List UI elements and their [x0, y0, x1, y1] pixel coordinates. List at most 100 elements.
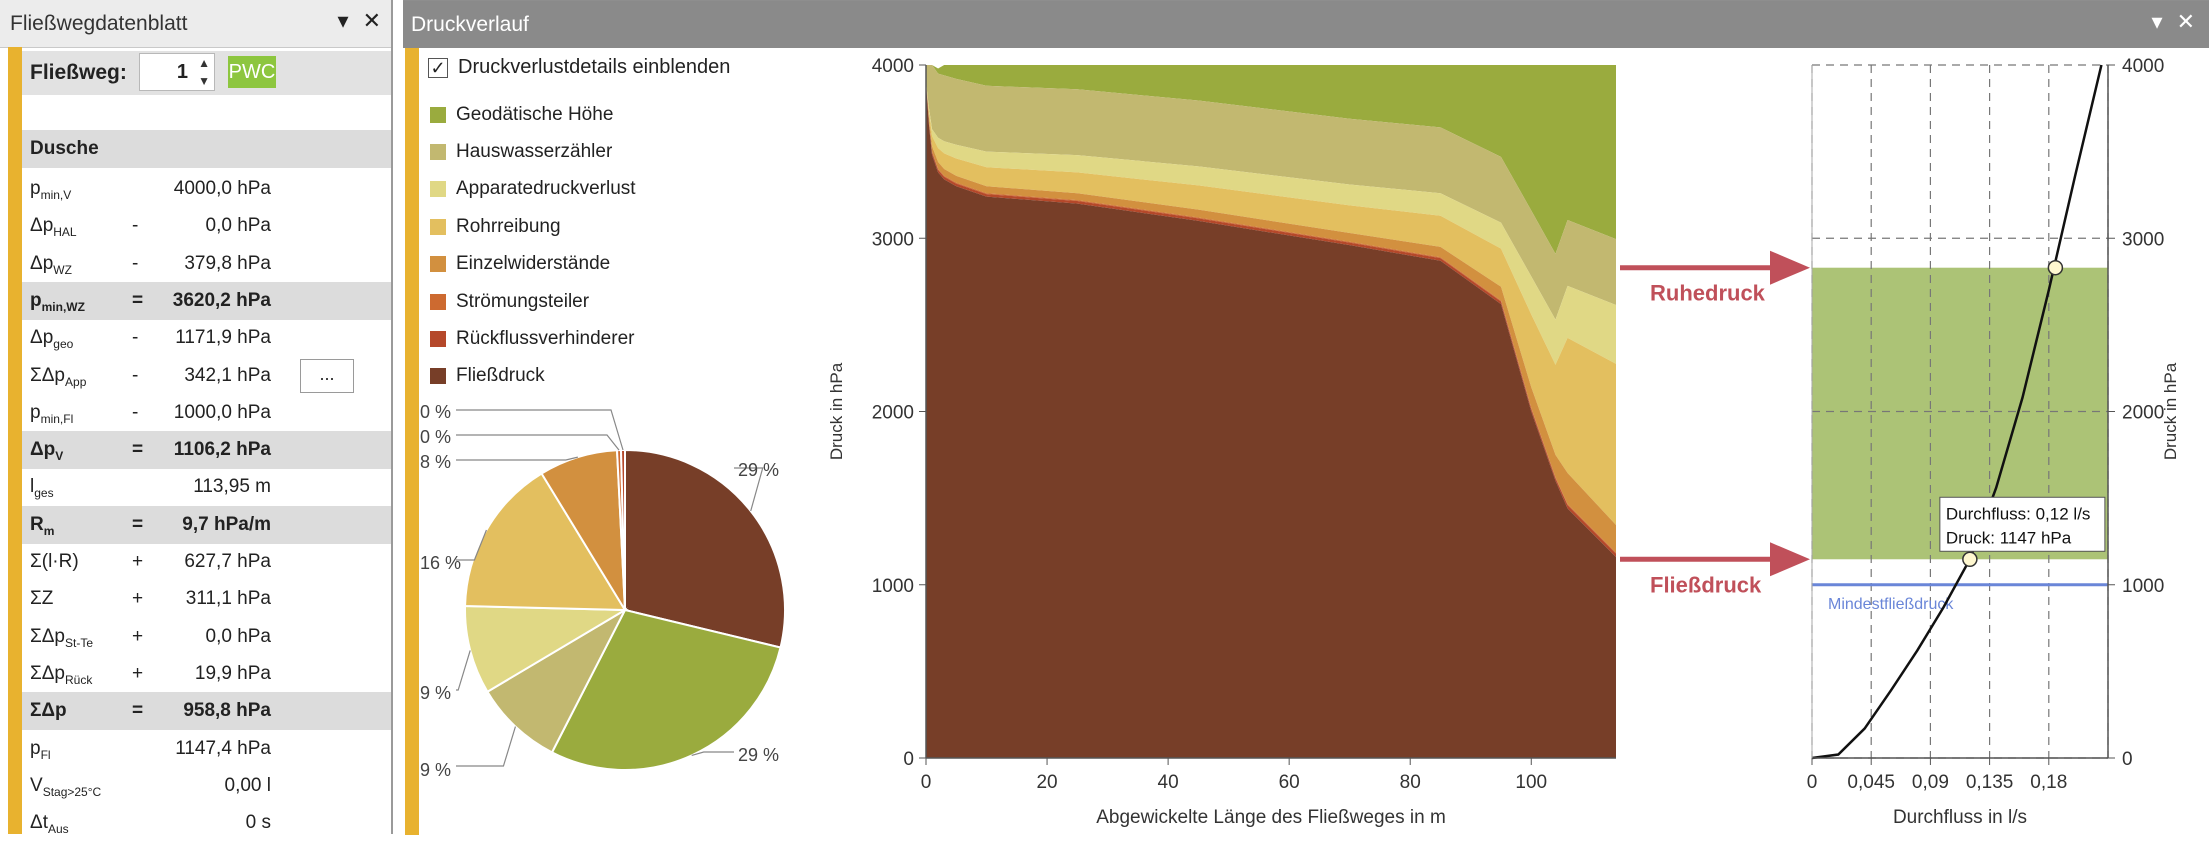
pie-leader-line [456, 726, 517, 767]
row-symbol-subscript: V [55, 448, 64, 463]
y-tick-label: 1000 [2122, 576, 2164, 597]
row-symbol: ΔpWZ [30, 252, 72, 277]
row-operator: - [132, 364, 139, 386]
row-symbol: ΣΔp [30, 700, 67, 722]
x-tick-label: 0,135 [1966, 772, 2014, 793]
row-value: 0,0 hPa [205, 215, 272, 237]
area-series-rohrreibung[interactable] [926, 82, 1616, 525]
legend-label: Apparatedruckverlust [456, 178, 636, 200]
datasheet-row: ΣΔpRück +19,9 hPa [22, 655, 391, 693]
row-symbol: ΔtAus [30, 812, 69, 836]
legend-item: Einzelwiderstände [430, 246, 636, 283]
area-series-geodätische-höhe[interactable] [926, 65, 1616, 254]
flow-path-stepper[interactable]: 1 ▲ ▼ [139, 53, 215, 91]
stepper-up-icon[interactable]: ▲ [198, 56, 210, 70]
area-series-apparatedruckverlust[interactable] [926, 82, 1616, 365]
triangle-down-icon[interactable]: ▾ [2151, 9, 2163, 34]
row-value: 3620,2 hPa [172, 289, 271, 311]
row-symbol: ΔpV [30, 439, 64, 463]
row-symbol: pFl [30, 737, 51, 762]
flow-path-datasheet-panel: Fließwegdatenblatt ▾ ✕ Fließweg: 1 ▲ ▼ P… [0, 0, 393, 836]
accent-bar [8, 47, 22, 834]
row-value: 113,95 m [193, 476, 271, 498]
tooltip-box [1939, 496, 2106, 552]
datasheet-row: VStag>25°C 0,00 l [22, 767, 391, 805]
y-tick-label: 3000 [2122, 229, 2164, 250]
row-value: 379,8 hPa [184, 252, 271, 274]
x-axis-label: Abgewickelte Länge des Fließweges in m [1096, 807, 1446, 828]
datasheet-row: Σ(l·R) +627,7 hPa [22, 543, 391, 581]
row-value: 1171,9 hPa [175, 327, 271, 349]
row-operator: = [132, 700, 144, 722]
row-value: 0 s [245, 812, 271, 834]
datasheet-row: pmin,V 4000,0 hPa [22, 170, 391, 208]
row-operator: - [132, 327, 139, 349]
operating-point[interactable] [2047, 259, 2064, 276]
datasheet-row: ΔpWZ - 379,8 hPa [22, 245, 391, 283]
legend-label: Strömungsteiler [456, 290, 590, 312]
legend-label: Rohrreibung [456, 215, 561, 237]
row-value: 342,1 hPa [184, 364, 271, 386]
panel-title: Druckverlauf [411, 12, 529, 36]
row-symbol: ΣZ [30, 588, 54, 610]
row-symbol-subscript: min,Fl [40, 411, 74, 426]
row-symbol: VStag>25°C [30, 774, 102, 799]
row-value: 9,7 hPa/m [182, 513, 271, 535]
stepper-down-icon[interactable]: ▼ [198, 74, 210, 88]
operating-point[interactable] [1962, 551, 1978, 568]
area-series-fließdruck[interactable] [926, 82, 1616, 758]
row-symbol-subscript: WZ [53, 262, 72, 277]
close-icon[interactable]: ✕ [362, 8, 381, 33]
triangle-down-icon[interactable]: ▾ [337, 8, 349, 33]
row-symbol-subscript: Stag>25°C [42, 784, 102, 799]
row-value: 0,0 hPa [205, 625, 272, 647]
row-symbol: Δpgeo [30, 327, 74, 351]
pwc-badge[interactable]: PWC [228, 56, 276, 88]
row-symbol: Rm [30, 513, 55, 538]
pie-slice-apparatedruckverlust[interactable] [464, 604, 629, 694]
details-checkbox[interactable]: ✓ [428, 57, 448, 78]
apparatus-details-button[interactable]: ... [300, 358, 354, 393]
legend-item: Rohrreibung [430, 208, 636, 245]
row-value: 958,8 hPa [183, 700, 271, 722]
row-symbol-subscript: min,V [40, 187, 72, 202]
pie-leader-line [691, 751, 734, 757]
y-tick-label: 2000 [2122, 403, 2164, 424]
y-tick-label: 4000 [2122, 56, 2164, 77]
row-operator: + [132, 588, 144, 610]
legend-item: Apparatedruckverlust [430, 171, 636, 208]
pie-label: 9 % [420, 760, 451, 780]
flow-path-value: 1 [176, 61, 188, 83]
area-series-einzelwiderstände[interactable] [926, 82, 1616, 553]
row-operator: + [132, 625, 144, 647]
datasheet-row: ΔpHAL - 0,0 hPa [22, 207, 391, 245]
legend-item: Rückflussverhinderer [430, 320, 636, 357]
legend-swatch [430, 331, 446, 348]
datasheet-row: pmin,Fl - 1000,0 hPa [22, 394, 391, 432]
row-symbol: ΣΔpApp [30, 364, 87, 389]
row-operator: - [132, 215, 139, 237]
pie-slice-hauswasserzähler[interactable] [486, 607, 628, 754]
legend: Geodätische Höhe Hauswasserzähler Apparate… [430, 96, 636, 395]
row-symbol-subscript: m [43, 523, 55, 538]
details-checkbox-row[interactable]: ✓ Druckverlustdetails einblenden [428, 56, 730, 79]
pie-leader-line [456, 434, 620, 451]
x-tick-label: 0 [921, 772, 932, 793]
datasheet-row: lges 113,95 m [22, 468, 391, 506]
close-icon[interactable]: ✕ [2176, 9, 2195, 34]
area-series-hauswasserzähler[interactable] [926, 65, 1616, 320]
row-symbol-subscript: ges [34, 486, 54, 501]
row-symbol-subscript: Aus [47, 821, 69, 836]
datasheet-row: ΔpV = 1106,2 hPa [22, 431, 391, 470]
row-symbol-subscript: Rück [65, 672, 93, 687]
datasheet-row: ΔtAus 0 s [22, 804, 391, 842]
pie-leader-line [456, 456, 578, 461]
legend-label: Hauswasserzähler [456, 141, 613, 163]
pie-chart: 29 % 29 % 9 % 9 % 16 % 8 % 0 % 0 % [420, 402, 786, 780]
legend-label: Rückflussverhinderer [456, 328, 635, 350]
datasheet-row: pFl 1147,4 hPa [22, 730, 391, 768]
row-operator: = [132, 439, 144, 461]
min-flow-pressure-label: Mindestfließdruck [1828, 596, 1954, 613]
accent-bar [405, 48, 419, 835]
row-value: 0,00 l [224, 774, 271, 796]
